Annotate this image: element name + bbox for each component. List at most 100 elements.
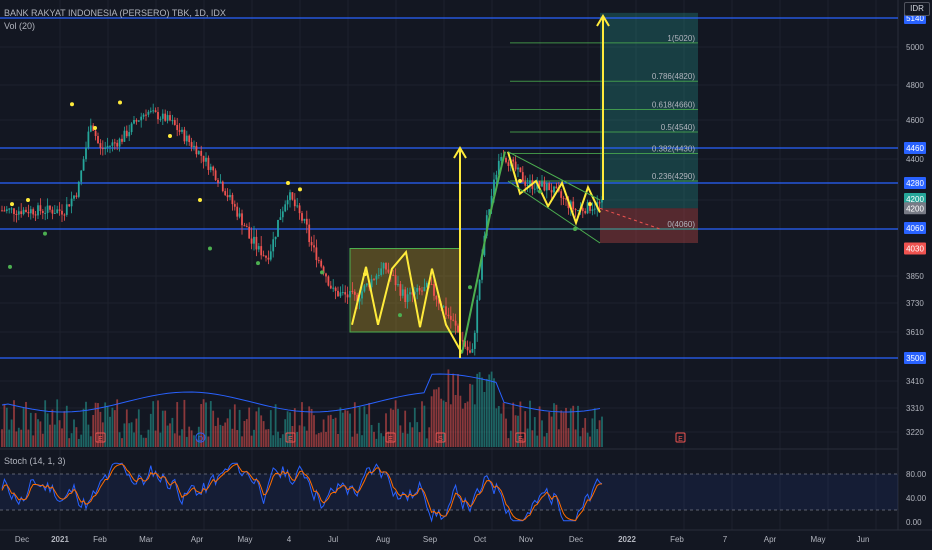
volume-bar <box>219 424 222 447</box>
volume-bar <box>289 412 291 447</box>
candle-body <box>473 332 476 349</box>
volume-bar <box>109 416 111 447</box>
price-label: 5140 <box>906 14 924 23</box>
price-tick: 4800 <box>906 81 924 90</box>
impulse-leg <box>461 151 506 354</box>
candle-body <box>22 209 25 215</box>
time-tick: Mar <box>139 535 153 544</box>
candle-body <box>188 135 191 143</box>
event-label: E <box>288 436 293 443</box>
volume-bar <box>524 411 527 447</box>
volume-bar <box>509 430 512 447</box>
event-marker <box>435 432 446 443</box>
fib-label: 0.382(4430) <box>652 145 695 154</box>
volume-bar <box>190 430 193 447</box>
volume-bar <box>164 410 167 447</box>
volume-bar <box>380 433 383 447</box>
volume-bar <box>310 408 313 447</box>
volume-bar <box>521 438 524 447</box>
volume-bar <box>389 408 392 447</box>
volume-bar <box>437 387 440 447</box>
candle-body <box>572 201 575 210</box>
event-marker <box>285 432 296 443</box>
volume-bar <box>51 409 54 447</box>
candle-body <box>1 210 3 212</box>
event-label: E <box>678 436 683 443</box>
candle-body <box>161 113 164 119</box>
volume-bar <box>305 430 308 447</box>
measured-move-arrow-head <box>453 146 467 159</box>
candle-body <box>101 148 104 150</box>
candle-body <box>317 260 320 262</box>
price-label-bg <box>904 221 926 234</box>
volume-bar <box>272 435 275 447</box>
volume-bar <box>200 404 203 447</box>
volume-bar <box>601 416 603 447</box>
price-label-bg <box>904 202 926 215</box>
candle-body <box>329 285 332 289</box>
time-tick: Sep <box>423 535 438 544</box>
candle-body <box>327 276 330 286</box>
candle-body <box>548 183 551 191</box>
currency-badge[interactable]: IDR <box>904 2 930 16</box>
time-tick: Aug <box>376 535 390 544</box>
volume-bar <box>529 400 531 447</box>
candle-body <box>61 210 63 215</box>
volume-bar <box>346 410 349 447</box>
candle-body <box>245 226 248 228</box>
candle-body <box>449 315 452 320</box>
candle-body <box>142 114 145 117</box>
candle-body <box>601 199 603 203</box>
candle-body <box>224 191 227 196</box>
candle-body <box>416 288 419 292</box>
volume-bar <box>464 403 467 447</box>
candle-body <box>385 263 387 270</box>
signal-dot <box>320 270 324 275</box>
volume-bar <box>517 415 519 447</box>
candle-body <box>320 260 323 267</box>
volume-bar <box>212 410 215 447</box>
volume-bar <box>214 425 217 447</box>
candle-body <box>20 211 23 215</box>
candle-body <box>217 179 219 183</box>
volume-bar <box>536 435 539 447</box>
candle-body <box>577 210 579 212</box>
candle-body <box>137 120 140 122</box>
volume-bar <box>291 425 294 447</box>
candle-body <box>231 194 234 205</box>
wave-pattern <box>351 249 463 354</box>
candle-body <box>447 314 450 316</box>
volume-bar <box>277 431 279 447</box>
candle-body <box>289 192 291 201</box>
candle-body <box>392 274 395 276</box>
volume-bar <box>58 420 61 447</box>
candle-body <box>574 209 577 211</box>
candle-body <box>133 120 135 124</box>
volume-bar <box>183 399 186 447</box>
volume-bar <box>123 423 126 447</box>
price-label: 4060 <box>906 224 924 233</box>
volume-bar <box>166 425 169 447</box>
candle-body <box>56 209 59 213</box>
event-label: E <box>98 436 103 443</box>
candle-body <box>121 138 123 142</box>
volume-bar <box>596 429 599 447</box>
candle-body <box>293 199 296 207</box>
target-zone <box>600 12 698 209</box>
candle-body <box>229 194 231 198</box>
candle-body <box>89 125 92 132</box>
volume-bar <box>44 400 47 447</box>
volume-bar <box>553 403 555 447</box>
volume-bar <box>483 391 486 447</box>
volume-bar <box>440 398 443 447</box>
candle-body <box>425 282 428 288</box>
volume-bar <box>413 407 416 447</box>
candle-body <box>387 269 390 273</box>
candle-body <box>586 201 589 214</box>
candle-body <box>241 213 243 226</box>
candle-body <box>541 181 543 187</box>
candle-body <box>82 159 85 171</box>
candle-body <box>485 215 488 236</box>
volume-bar <box>447 369 450 447</box>
